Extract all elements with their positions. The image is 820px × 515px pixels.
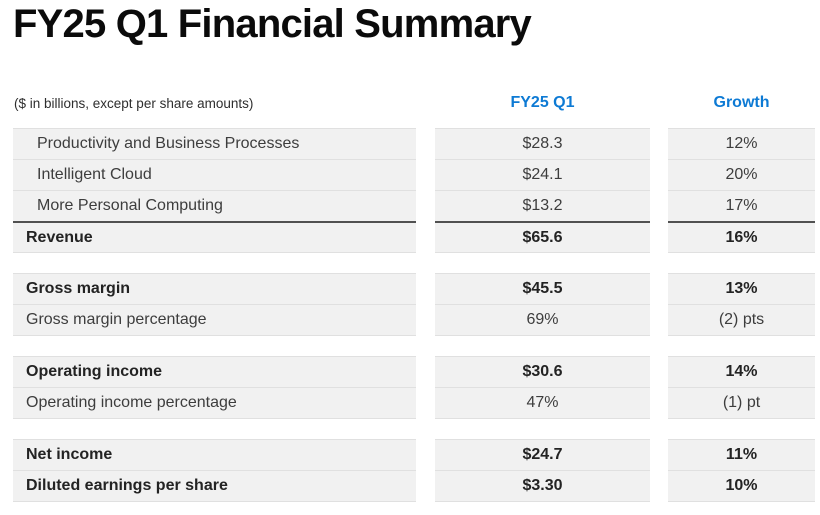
financial-table: Productivity and Business Processes $28.… — [13, 128, 815, 502]
row-value: $3.30 — [435, 470, 650, 502]
row-value: $45.5 — [435, 273, 650, 304]
row-label: Gross margin percentage — [13, 304, 416, 336]
row-value: $65.6 — [435, 221, 650, 253]
row-growth: (2) pts — [668, 304, 815, 336]
page-title: FY25 Q1 Financial Summary — [13, 2, 532, 46]
row-growth: 16% — [668, 221, 815, 253]
row-growth: 11% — [668, 439, 815, 470]
table-row-more-personal-computing: More Personal Computing $13.2 17% — [13, 190, 815, 221]
section-gross-margin: Gross margin $45.5 13% Gross margin perc… — [13, 273, 815, 336]
row-growth: 12% — [668, 128, 815, 159]
row-label: Operating income — [13, 356, 416, 387]
row-value: 69% — [435, 304, 650, 336]
table-row-gross-margin: Gross margin $45.5 13% — [13, 273, 815, 304]
row-value: 47% — [435, 387, 650, 419]
row-label: Revenue — [13, 221, 416, 253]
row-label: More Personal Computing — [13, 190, 416, 221]
table-row-operating-income-percentage: Operating income percentage 47% (1) pt — [13, 387, 815, 419]
section-operating-income: Operating income $30.6 14% Operating inc… — [13, 356, 815, 419]
table-row-intelligent-cloud: Intelligent Cloud $24.1 20% — [13, 159, 815, 190]
table-row-net-income: Net income $24.7 11% — [13, 439, 815, 470]
column-header-growth: Growth — [713, 94, 770, 111]
row-value: $28.3 — [435, 128, 650, 159]
row-growth: 14% — [668, 356, 815, 387]
row-value: $30.6 — [435, 356, 650, 387]
row-growth: 13% — [668, 273, 815, 304]
table-row-gross-margin-percentage: Gross margin percentage 69% (2) pts — [13, 304, 815, 336]
units-note: ($ in billions, except per share amounts… — [14, 96, 254, 111]
row-label: Intelligent Cloud — [13, 159, 416, 190]
row-value: $13.2 — [435, 190, 650, 221]
row-growth: 20% — [668, 159, 815, 190]
row-growth: 10% — [668, 470, 815, 502]
table-row-operating-income: Operating income $30.6 14% — [13, 356, 815, 387]
section-net-income: Net income $24.7 11% Diluted earnings pe… — [13, 439, 815, 502]
row-value: $24.7 — [435, 439, 650, 470]
row-label: Operating income percentage — [13, 387, 416, 419]
row-growth: 17% — [668, 190, 815, 221]
table-row-diluted-eps: Diluted earnings per share $3.30 10% — [13, 470, 815, 502]
column-header-fy25-q1: FY25 Q1 — [510, 94, 575, 111]
row-label: Net income — [13, 439, 416, 470]
table-row-revenue-total: Revenue $65.6 16% — [13, 221, 815, 253]
row-label: Diluted earnings per share — [13, 470, 416, 502]
section-revenue: Productivity and Business Processes $28.… — [13, 128, 815, 253]
row-growth: (1) pt — [668, 387, 815, 419]
table-row-productivity: Productivity and Business Processes $28.… — [13, 128, 815, 159]
row-label: Gross margin — [13, 273, 416, 304]
row-label: Productivity and Business Processes — [13, 128, 416, 159]
row-value: $24.1 — [435, 159, 650, 190]
